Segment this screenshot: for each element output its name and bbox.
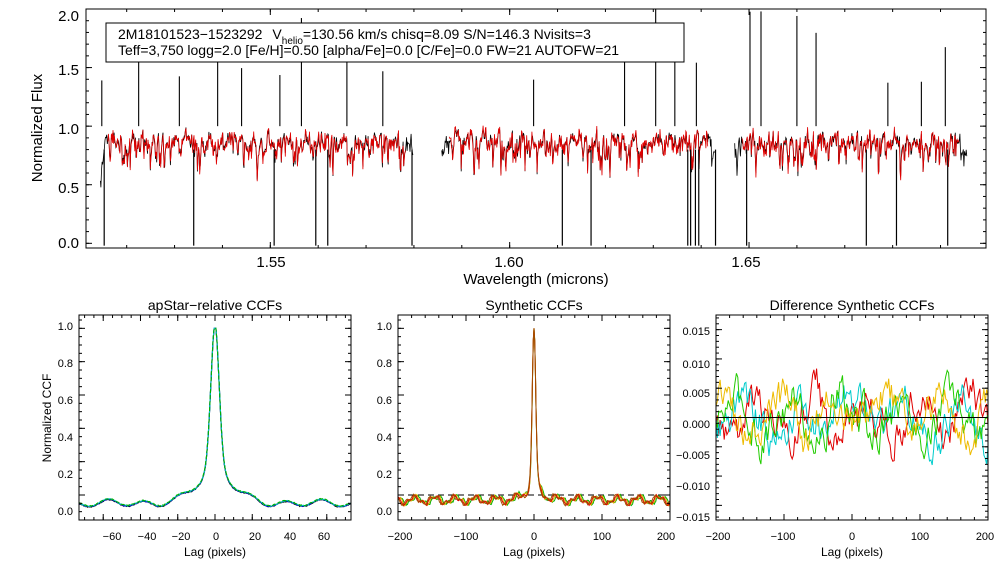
- difference-xtick-label-200: 200: [976, 531, 994, 543]
- apstar-ccf-line-3: [79, 327, 352, 508]
- synthetic-xtick-label-200: 200: [657, 531, 675, 543]
- synthetic-ccf-title: Synthetic CCFs: [485, 297, 582, 313]
- apstar-ytick-label-1.0: 1.0: [58, 321, 73, 333]
- apstar-ccf-panel: apStar−relative CCFs 1.0 0.8 0.6 0.4 0.2…: [40, 297, 352, 559]
- synthetic-ccf-line-4: [397, 328, 671, 507]
- synthetic-ytick-label-0.0: 0.0: [377, 506, 392, 518]
- spectrum-ticks: [86, 8, 986, 248]
- synthetic-ccf-line-2: [397, 328, 671, 507]
- difference-xtick-label-0: 0: [849, 531, 855, 543]
- difference-ytick-label-0.015: 0.015: [682, 326, 710, 338]
- model-spectrum-line: [448, 125, 709, 177]
- apstar-xtick-label-40: 40: [284, 531, 296, 543]
- model-spectrum-line: [741, 126, 960, 181]
- difference-xtick-label-m200: −200: [706, 531, 731, 543]
- difference-ccf-line-3: [715, 369, 989, 465]
- apstar-ccf-line-4: [78, 327, 352, 507]
- apstar-xtick-label-m20: −20: [172, 531, 191, 543]
- synthetic-ytick-label-0.6: 0.6: [377, 395, 392, 407]
- apstar-ccf-ticks: [79, 315, 351, 520]
- observed-spectrum-line: [441, 129, 715, 178]
- model-spectrum-line: [107, 128, 406, 182]
- info-line-1: 2M18101523−1523292 Vhelio=130.56 km/s chi…: [118, 26, 591, 47]
- apstar-y-axis-label: Normalized CCF: [40, 374, 54, 463]
- apstar-ytick-label-0.6: 0.6: [58, 395, 73, 407]
- velocity-subscript: helio: [282, 36, 304, 47]
- difference-ytick-label-m0.010: −0.010: [676, 481, 710, 493]
- star-id: 2M18101523−1523292: [118, 26, 263, 42]
- apstar-xtick-label-0: 0: [213, 531, 219, 543]
- apstar-xtick-label-60: 60: [318, 531, 330, 543]
- synthetic-ccf-plot-frame: [397, 314, 671, 521]
- info-box: [105, 22, 685, 63]
- apstar-x-axis-label: Lag (pixels): [184, 545, 246, 559]
- spectrum-ytick-label-1.0: 1.0: [58, 121, 79, 138]
- synthetic-xtick-label-m200: −200: [388, 531, 413, 543]
- synthetic-ccf-panel: Synthetic CCFs 1.0 0.8 0.6 0.4 0.2 0.0 −…: [377, 297, 675, 559]
- spectrum-xtick-label-1.55: 1.55: [256, 254, 285, 271]
- difference-ccf-series-group: [715, 368, 989, 466]
- difference-ytick-label-0.010: 0.010: [682, 359, 710, 371]
- apstar-xtick-label-m60: −60: [103, 531, 122, 543]
- apstar-xtick-label-20: 20: [249, 531, 261, 543]
- synthetic-ccf-line-1: [397, 328, 671, 507]
- spectrum-ytick-label-0.0: 0.0: [58, 235, 79, 252]
- info-line-2: Teff=3,750 logg=2.0 [Fe/H]=0.50 [alpha/F…: [118, 42, 619, 58]
- difference-xtick-label-100: 100: [911, 531, 929, 543]
- difference-xtick-label-m100: −100: [771, 531, 796, 543]
- difference-ccf-ticks: [715, 315, 989, 520]
- apstar-ccf-series-group: [78, 327, 352, 508]
- apstar-ytick-label-0.8: 0.8: [58, 358, 73, 370]
- spectrum-series-group: [100, 9, 968, 246]
- synthetic-xtick-label-m100: −100: [454, 531, 479, 543]
- synthetic-x-axis-label: Lag (pixels): [503, 545, 565, 559]
- synthetic-ytick-label-1.0: 1.0: [377, 321, 392, 333]
- spectrum-ytick-label-2.0: 2.0: [58, 8, 79, 25]
- apstar-ccf-title: apStar−relative CCFs: [148, 297, 282, 313]
- apstar-ccf-plot-frame: [78, 314, 352, 521]
- apstar-xtick-label-m40: −40: [138, 531, 157, 543]
- synthetic-ccf-series-group: [397, 328, 671, 507]
- spectrum-ytick-label-1.5: 1.5: [58, 62, 79, 79]
- synthetic-ccf-line-3: [397, 328, 671, 507]
- spectrum-ytick-label-0.5: 0.5: [58, 180, 79, 197]
- difference-ccf-line-2: [715, 381, 989, 466]
- synthetic-ytick-label-0.4: 0.4: [377, 432, 392, 444]
- difference-ccf-title: Difference Synthetic CCFs: [770, 297, 935, 313]
- difference-x-axis-label: Lag (pixels): [821, 545, 883, 559]
- spectrum-plot-frame: [85, 8, 987, 249]
- spectrum-xtick-label-1.60: 1.60: [494, 254, 523, 271]
- apstar-ccf-line-1: [78, 327, 352, 508]
- difference-ytick-label-0.005: 0.005: [682, 388, 710, 400]
- difference-ytick-label-0.000: 0.000: [682, 419, 710, 431]
- difference-ytick-label-m0.015: −0.015: [676, 512, 710, 524]
- synthetic-xtick-label-100: 100: [593, 531, 611, 543]
- difference-ccf-panel: Difference Synthetic CCFs 0.015 0.010 0.…: [676, 297, 994, 559]
- apstar-ytick-label-0.0: 0.0: [58, 506, 73, 518]
- apstar-ytick-label-0.2: 0.2: [58, 469, 73, 481]
- synthetic-ytick-label-0.2: 0.2: [377, 469, 392, 481]
- synthetic-xtick-label-0: 0: [531, 531, 537, 543]
- synthetic-ccf-ticks: [397, 315, 671, 520]
- synthetic-ytick-label-0.8: 0.8: [377, 358, 392, 370]
- apstar-ccf-line-2: [78, 327, 352, 508]
- spectrum-x-axis-label: Wavelength (microns): [463, 271, 608, 288]
- difference-ytick-label-m0.005: −0.005: [676, 450, 710, 462]
- difference-ccf-line-4: [715, 378, 989, 456]
- spectrum-panel: 2.0 1.5 1.0 0.5 0.0 1.55 1.60 1.65 Wavel…: [29, 8, 987, 288]
- spectrum-y-axis-label: Normalized Flux: [29, 73, 46, 182]
- velocity-label: V: [272, 26, 282, 42]
- apstar-ytick-label-0.4: 0.4: [58, 432, 73, 444]
- spectrum-xtick-label-1.65: 1.65: [731, 254, 760, 271]
- velocity-and-stats: =130.56 km/s chisq=8.09 S/N=146.3 Nvisit…: [303, 26, 591, 42]
